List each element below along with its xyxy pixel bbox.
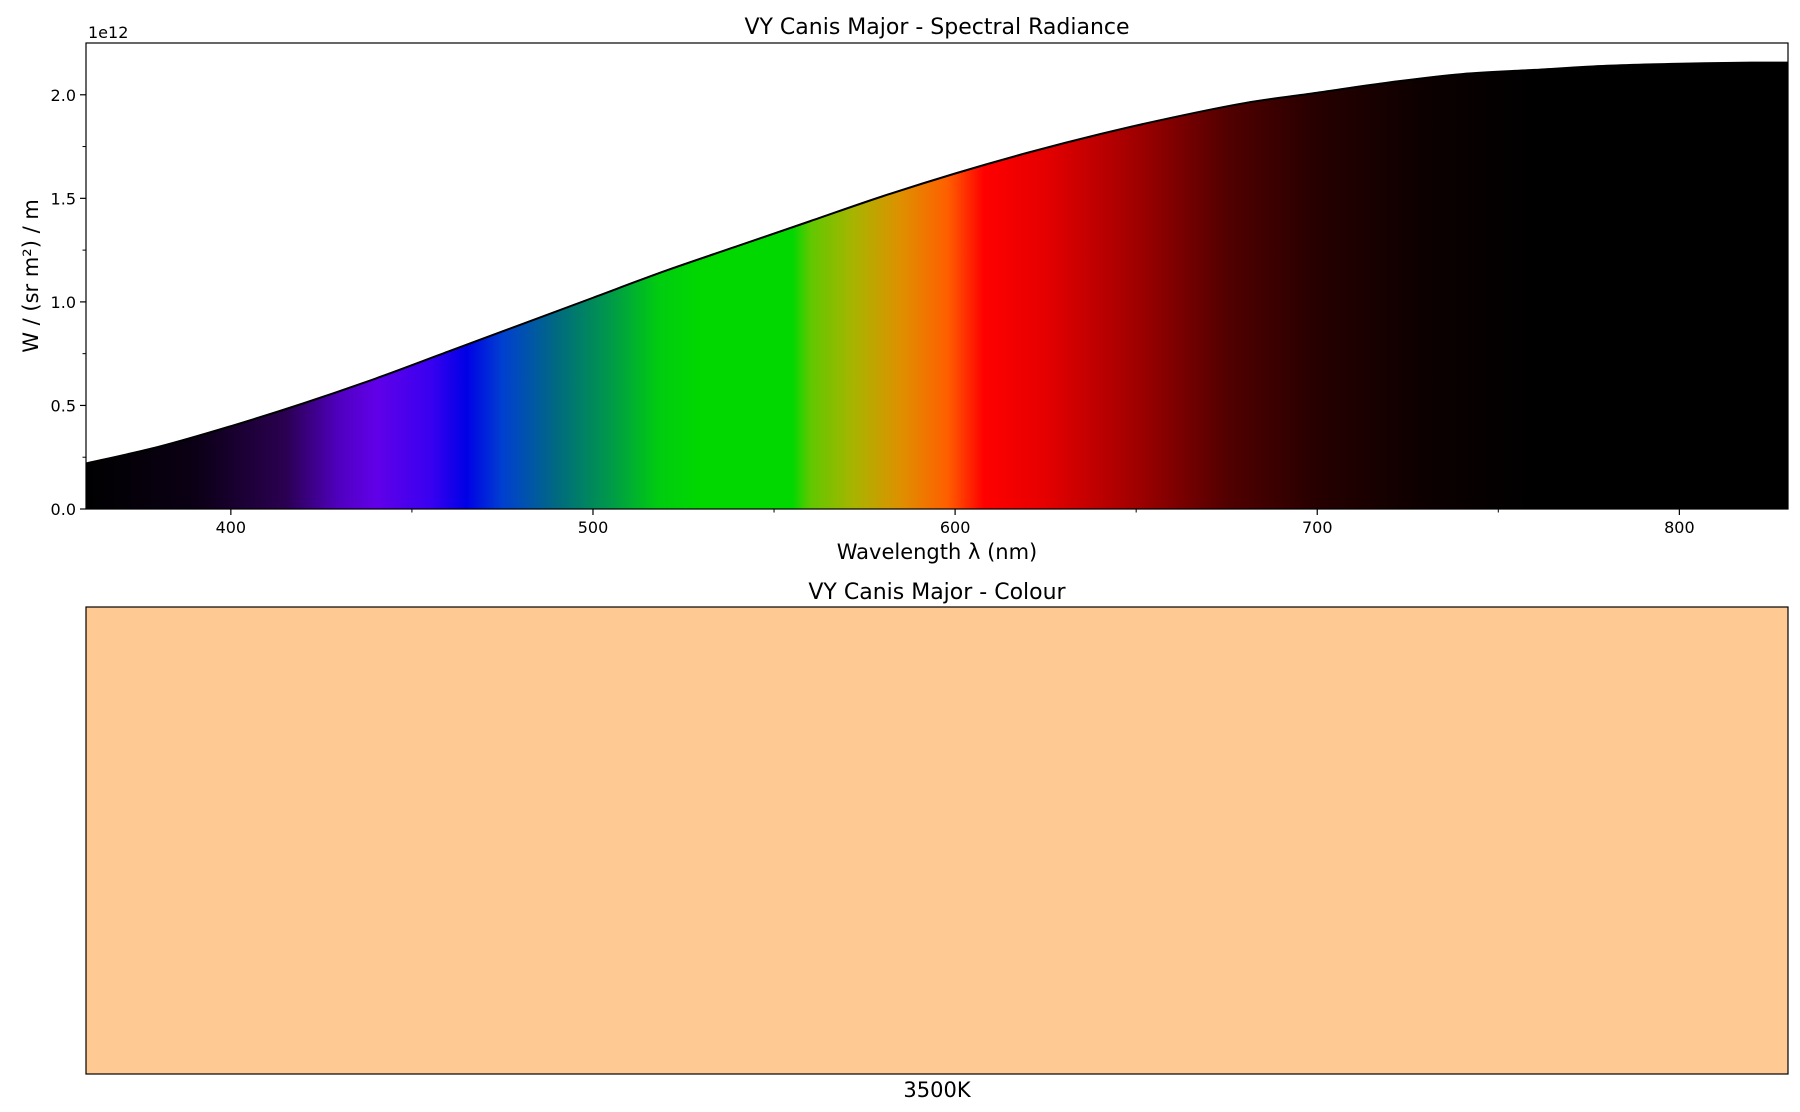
x-tick-label: 800 [1664,518,1695,537]
colour-swatch-chart: VY Canis Major - Colour 3500K [85,580,1789,1102]
x-axis-ticks: 400 500 600 700 800 [216,509,1695,537]
radiance-chart: VY Canis Major - Spectral Radiance 1e12 … [19,15,1789,564]
y-tick-label: 2.0 [51,86,76,105]
colour-chart-title: VY Canis Major - Colour [808,580,1066,605]
radiance-plot-frame [85,42,1789,510]
y-tick-label: 0.0 [51,500,76,519]
radiance-chart-title: VY Canis Major - Spectral Radiance [744,15,1129,40]
x-tick-label: 400 [216,518,247,537]
colour-swatch [85,606,1789,1075]
temperature-label: 3500K [903,1078,971,1102]
radiance-area [86,62,1788,509]
radiance-curve [85,61,1789,465]
x-axis-label: Wavelength λ (nm) [837,540,1038,564]
y-axis-label: W / (sr m²) / m [19,199,43,353]
x-tick-label: 500 [578,518,609,537]
y-tick-label: 1.5 [51,189,76,208]
y-axis-ticks: 0.0 0.5 1.0 1.5 2.0 [51,86,86,519]
x-tick-label: 600 [940,518,971,537]
y-tick-label: 0.5 [51,396,76,415]
y-offset-label: 1e12 [88,23,128,42]
y-tick-label: 1.0 [51,293,76,312]
x-tick-label: 700 [1302,518,1333,537]
